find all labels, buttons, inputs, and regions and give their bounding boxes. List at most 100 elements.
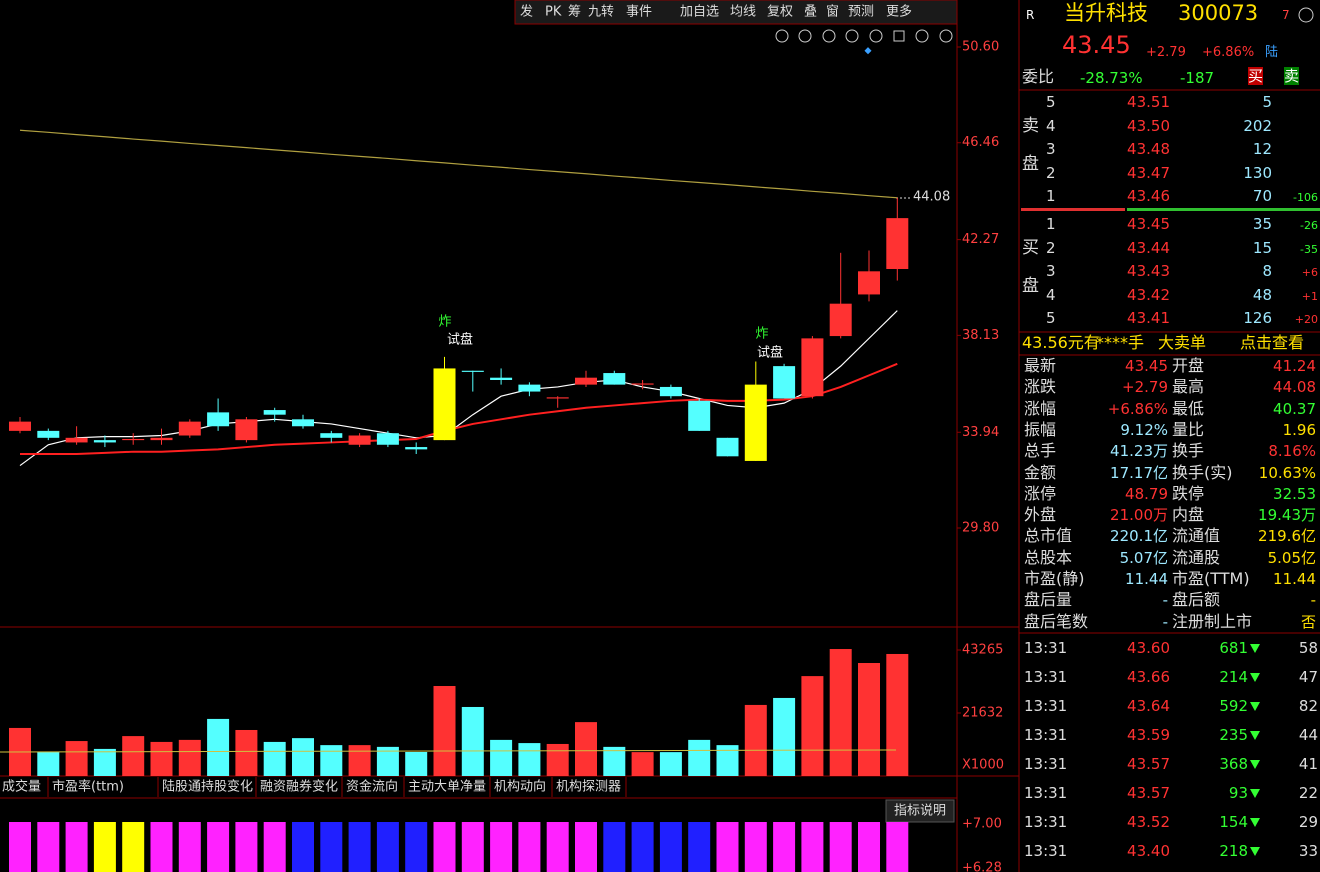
stat-label: 开盘 [1172,356,1205,375]
volume-bar [716,745,739,776]
stat-value: 219.6亿 [1258,527,1316,546]
stat-label: 流通值 [1172,526,1221,546]
big-order: 大卖单 [1158,333,1207,352]
book-volume: 202 [1243,116,1272,135]
tick-count: 82 [1298,697,1318,715]
toolbar-button[interactable]: 更多 [886,4,912,20]
book-level: 2 [1046,163,1056,182]
stat-value: 41.23万 [1110,442,1168,461]
indicator-tab[interactable]: 主动大单净量 [408,780,486,795]
toolbar-button[interactable]: 九转 [588,5,614,20]
candle-body [801,338,824,397]
side-label: 盘 [1022,276,1039,296]
tick-time: 13:31 [1024,755,1068,773]
connect-tag: 陆 [1265,45,1279,60]
stat-label: 最新 [1024,356,1057,375]
volume-bar [178,739,201,776]
tick-count: 58 [1298,639,1318,657]
candle-body [433,368,456,441]
candle-body [178,421,201,436]
stat-label: 市盈(TTM) [1172,569,1250,588]
candle-body [829,303,852,337]
indicator-tab[interactable]: 资金流向 [346,779,398,795]
indicator-tab[interactable]: 融资融券变化 [260,779,338,795]
change: +2.79 [1146,45,1186,60]
last-price: 43.45 [1062,31,1131,59]
big-order: ****手 [1096,333,1145,352]
buy-button[interactable]: 买 [1248,67,1264,85]
toolbar-button[interactable]: 复权 [767,4,793,20]
volume-tick-label: 43265 [962,643,1003,658]
toolbar-button[interactable]: 加自选 [680,5,719,20]
annotation-mark: 炸 [755,327,768,342]
stat-label: 注册制上市 [1172,611,1253,631]
volume-bar [207,718,230,776]
candle-body [886,218,909,269]
indicator-button[interactable] [885,799,955,823]
annotation-text: 试盘 [757,345,783,361]
book-volume: 15 [1252,238,1272,257]
book-volume: 130 [1243,163,1272,182]
indicator-button-label[interactable]: 指标说明 [894,804,946,819]
stat-label: 涨幅 [1024,398,1057,418]
indicator-bar [292,822,314,872]
stat-value: 17.17亿 [1110,463,1168,482]
indicator-tab[interactable]: 成交量 [2,779,41,795]
indicator-tab[interactable]: 市盈率(ttm) [52,779,124,795]
tick-time: 13:31 [1024,784,1068,802]
stat-label: 市盈(静) [1024,569,1085,588]
stat-label: 振幅 [1024,419,1057,439]
indicator-bar [37,822,60,872]
stat-value: 40.37 [1273,399,1316,418]
indicator-tab[interactable]: 机构探测器 [556,780,621,795]
book-volume: 48 [1252,285,1272,304]
indicator-bar [65,822,88,872]
tick-volume: 592 [1219,697,1248,715]
volume-bar [263,741,286,776]
toolbar-button[interactable]: PK [545,5,562,20]
toolbar-button[interactable]: 窗 [826,4,839,20]
toolbar-button[interactable]: 发 [520,4,533,20]
stat-value: 否 [1300,612,1316,631]
volume-bar [858,663,880,776]
volume-bar [405,752,428,776]
candle-body [858,271,880,295]
indicator-bar [518,822,541,872]
toolbar-button[interactable]: 事件 [626,5,652,20]
stat-value: 41.24 [1273,357,1316,375]
volume-tick-label: 21632 [962,706,1003,721]
indicator-tab[interactable]: 陆股通持股变化 [162,779,253,795]
stat-value: +2.79 [1122,378,1168,397]
toolbar-button[interactable]: 叠 [804,5,817,20]
weibi-diff: -187 [1180,69,1215,87]
indicator-tab[interactable]: 机构动向 [494,779,546,795]
indicator-bar [546,822,569,872]
tick-count: 29 [1298,813,1318,831]
side-label: 盘 [1022,154,1039,174]
toolbar-button[interactable]: 均线 [730,5,756,20]
settings-icon [1298,7,1314,23]
tick-volume: 93 [1228,784,1248,802]
marker [864,47,872,55]
down-arrow [1250,702,1260,711]
indicator-bar [235,822,258,872]
book-price: 43.51 [1127,93,1170,111]
indicator-bar [490,822,513,872]
indicator-bar [178,822,201,872]
y-tick-label: 29.80 [962,521,999,536]
tick-count: 44 [1298,726,1318,744]
big-order[interactable]: 点击查看 [1240,333,1305,352]
toolbar-button[interactable]: 筹 [568,4,581,20]
y-tick-label: 50.60 [962,40,999,55]
down-arrow [1250,818,1260,827]
indicator-bar [9,822,31,872]
toolbar-button[interactable]: 预测 [848,5,874,20]
sell-button[interactable]: 卖 [1284,67,1300,85]
moving-average [19,129,898,199]
tick-price: 43.52 [1127,813,1170,831]
indicator-bar [829,822,852,872]
stat-label: 跌停 [1172,483,1205,503]
volume-bar [744,704,767,776]
book-price: 43.47 [1127,163,1170,182]
y-tick-label: 33.94 [962,425,999,440]
